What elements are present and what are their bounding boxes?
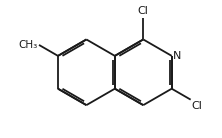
Text: Cl: Cl [138, 6, 149, 16]
Text: Cl: Cl [192, 101, 203, 111]
Text: CH₃: CH₃ [19, 40, 38, 50]
Text: N: N [173, 51, 182, 61]
